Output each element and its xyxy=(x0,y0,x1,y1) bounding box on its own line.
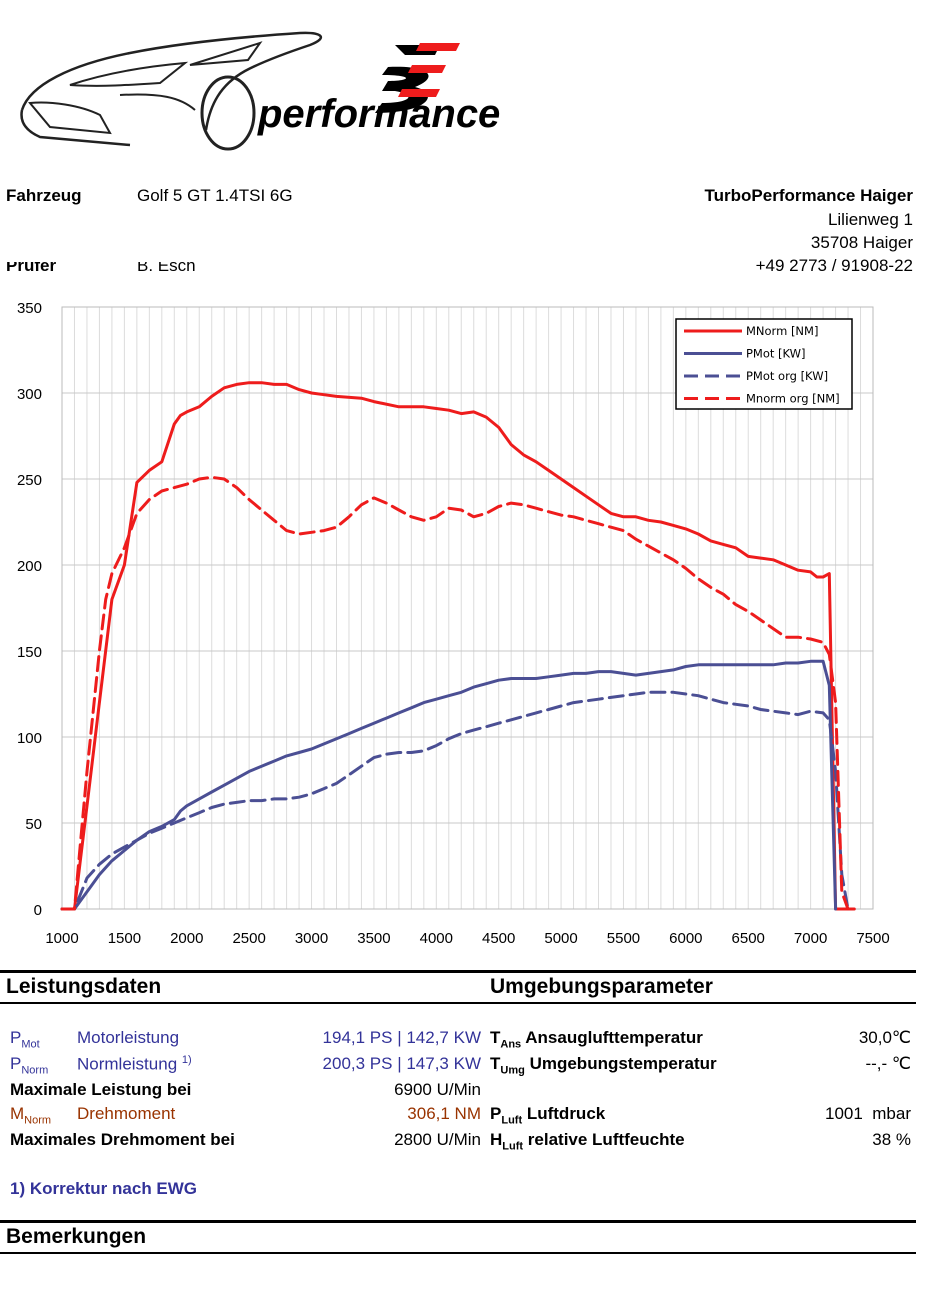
footnote: 1) Korrektur nach EWG xyxy=(10,1179,198,1198)
x-tick-label: 5000 xyxy=(544,930,577,947)
company-phone: +49 2773 / 91908-22 xyxy=(755,256,913,275)
hluft-symbol: HLuft xyxy=(490,1130,524,1153)
x-axis-ticks: 1000 1500 2000 2500 3000 3500 4000 4500 5000 5500… xyxy=(45,930,889,947)
section-divider xyxy=(0,970,916,973)
section-divider xyxy=(0,1252,916,1254)
company-name: TurboPerformance Haiger xyxy=(704,186,913,205)
x-tick-label: 6500 xyxy=(732,930,765,947)
tans-value: 30,0℃ xyxy=(858,1028,911,1047)
y-tick-label: 250 xyxy=(17,472,42,489)
pluft-symbol: PLuft xyxy=(490,1104,523,1127)
x-tick-label: 3500 xyxy=(357,930,390,947)
maxtorque-label: Maximales Drehmoment bei xyxy=(10,1130,235,1149)
y-tick-label: 0 xyxy=(34,902,42,919)
y-tick-label: 50 xyxy=(25,816,42,833)
pmot-symbol: PMot xyxy=(10,1028,40,1051)
mnorm-value: 306,1 NM xyxy=(407,1104,481,1123)
company-city: 35708 Haiger xyxy=(810,233,913,252)
legend-box xyxy=(675,318,853,410)
x-tick-label: 7500 xyxy=(856,930,889,947)
tans-symbol: TAns xyxy=(490,1028,522,1051)
pmot-row: PMot xyxy=(10,1028,40,1050)
tumg-row: TUmg Umgebungstemperatur xyxy=(490,1054,717,1076)
legend-label: Mnorm org [NM] xyxy=(746,392,840,406)
y-tick-label: 150 xyxy=(17,644,42,661)
car-outline-logo xyxy=(20,31,460,151)
series-line xyxy=(60,659,838,911)
mnorm-row: MNorm xyxy=(10,1104,51,1126)
y-tick-label: 300 xyxy=(17,386,42,403)
plot-frame xyxy=(61,306,874,910)
pluft-label: Luftdruck xyxy=(526,1104,606,1123)
remarks-title: Bemerkungen xyxy=(6,1225,147,1248)
pmot-value: 194,1 PS | 142,7 KW xyxy=(322,1028,481,1047)
y-tick-label: 100 xyxy=(17,730,42,747)
maxpower-value: 6900 U/Min xyxy=(394,1080,481,1099)
chart-legend: MNorm [NM] PMot [KW] PMot org [KW] Mnorm or… xyxy=(675,318,853,410)
tans-label: Ansauglufttemperatur xyxy=(525,1028,703,1047)
tester-label: Prüfer xyxy=(6,256,57,275)
pluft-value: 1001 mbar xyxy=(825,1104,911,1123)
environment-title: Umgebungsparameter xyxy=(490,975,713,998)
x-tick-label: 2000 xyxy=(170,930,203,947)
x-tick-label: 5500 xyxy=(607,930,640,947)
pluft-row: PLuft Luftdruck xyxy=(490,1104,605,1126)
mnorm-symbol: MNorm xyxy=(10,1104,52,1127)
x-tick-label: 2500 xyxy=(232,930,265,947)
x-tick-label: 3000 xyxy=(295,930,328,947)
x-tick-label: 1500 xyxy=(108,930,141,947)
tans-row: TAns Ansauglufttemperatur xyxy=(490,1028,703,1050)
section-divider xyxy=(0,1220,916,1223)
performance-title: Leistungsdaten xyxy=(6,975,162,998)
series-line xyxy=(60,690,850,911)
legend-label: PMot org [KW] xyxy=(746,369,828,383)
maxtorque-value: 2800 U/Min xyxy=(394,1130,481,1149)
series-line xyxy=(60,475,850,911)
dyno-chart: 0 50 100 150 200 250 300 350 1000 1500 2000 2500 30… xyxy=(17,300,890,947)
tumg-value: --,- ℃ xyxy=(865,1054,911,1073)
pnorm-label: Normleistung 1) xyxy=(77,1054,192,1074)
hluft-label: relative Luftfeuchte xyxy=(527,1130,685,1149)
pnorm-value: 200,3 PS | 147,3 KW xyxy=(322,1054,481,1073)
pnorm-row: PNorm xyxy=(10,1054,48,1076)
section-divider xyxy=(0,1002,916,1004)
tumg-symbol: TUmg xyxy=(490,1054,525,1077)
x-tick-label: 1000 xyxy=(45,930,78,947)
x-tick-label: 4500 xyxy=(482,930,515,947)
y-tick-label: 350 xyxy=(17,300,42,317)
legend-label: PMot [KW] xyxy=(746,347,806,361)
hluft-row: HLuft relative Luftfeuchte xyxy=(490,1130,685,1152)
x-tick-label: 4000 xyxy=(420,930,453,947)
y-tick-label: 200 xyxy=(17,558,42,575)
chart-grid xyxy=(61,306,874,910)
tumg-label: Umgebungstemperatur xyxy=(529,1054,717,1073)
pnorm-symbol: PNorm xyxy=(10,1054,49,1077)
vehicle-label: Fahrzeug xyxy=(6,186,82,205)
maxpower-label: Maximale Leistung bei xyxy=(10,1080,192,1099)
legend-label: MNorm [NM] xyxy=(746,324,818,338)
x-tick-label: 7000 xyxy=(794,930,827,947)
y-axis-ticks: 0 50 100 150 200 250 300 350 xyxy=(17,300,42,919)
mnorm-label: Drehmoment xyxy=(77,1104,176,1123)
chart-series xyxy=(60,381,856,911)
brand-wordmark: performance xyxy=(258,92,501,136)
x-tick-label: 6000 xyxy=(669,930,702,947)
vehicle-value: Golf 5 GT 1.4TSI 6G xyxy=(137,186,293,205)
series-line xyxy=(60,381,856,911)
hluft-value: 38 % xyxy=(872,1130,911,1149)
company-street: Lilienweg 1 xyxy=(827,210,913,229)
tester-value: B. Esch xyxy=(137,256,196,275)
pmot-label: Motorleistung xyxy=(77,1028,180,1047)
